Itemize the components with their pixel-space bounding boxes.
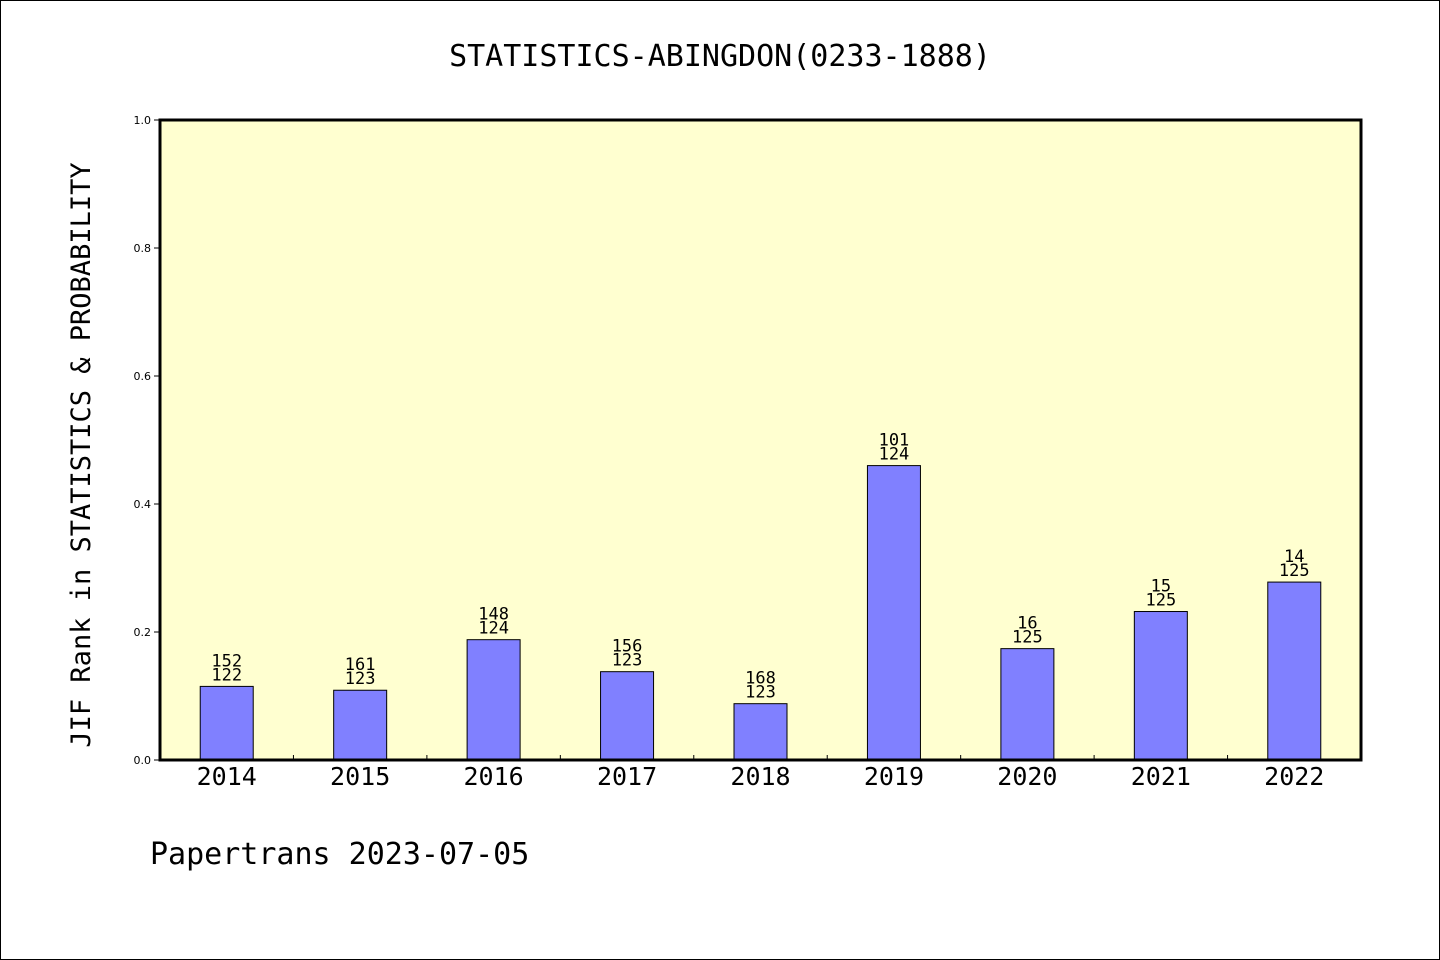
y-tick-label: 0.4 [134,498,152,511]
bar-rank-label: 152 [211,651,242,671]
bar-rank-label: 161 [345,655,376,675]
chart-title: STATISTICS-ABINGDON(0233-1888) [449,39,991,74]
y-axis-ticks: 0.0 0.2 0.4 0.6 0.8 1.0 [134,114,160,767]
bar-rank-label: 14 [1284,547,1304,567]
bars [199,465,1322,761]
footer-text: Papertrans 2023-07-05 [150,837,529,872]
bar-2015 [333,689,388,761]
bar-rank-label: 148 [478,605,509,625]
bar-2019 [866,465,921,761]
x-axis-ticks: 2014 2015 2016 2017 2018 2019 2020 2021 2022 [197,755,1324,791]
bar-labels: 1521221611231481241561231681231011241612… [211,431,1309,703]
bar-rank-label: 16 [1017,614,1037,634]
x-tick-label: 2018 [730,762,790,791]
x-tick-label: 2014 [197,762,257,791]
bar-rank-label: 101 [879,431,910,451]
x-tick-label: 2017 [597,762,657,791]
bar-2018 [733,703,788,761]
y-tick-label: 0.6 [134,370,152,383]
bar-total-label: 125 [1279,561,1310,581]
x-tick-label: 2022 [1264,762,1324,791]
y-axis-label: JIF Rank in STATISTICS & PROBABILITY [66,162,97,747]
bar-2020 [1000,648,1055,761]
bar-rank-label: 156 [612,637,643,657]
bar-rank-label: 168 [745,669,776,689]
bar-total-label: 123 [612,651,643,671]
y-tick-label: 0.8 [134,242,152,255]
x-tick-label: 2020 [997,762,1057,791]
plot-frame [158,118,1363,762]
bar-total-label: 124 [879,445,910,465]
x-tick-label: 2016 [464,762,524,791]
bar-total-label: 125 [1012,628,1043,648]
y-tick-label: 0.2 [134,626,152,639]
x-tick-label: 2019 [864,762,924,791]
bar-total-label: 122 [211,665,242,685]
bar-total-label: 124 [478,619,509,639]
bar-total-label: 123 [345,669,376,689]
bar-total-label: 125 [1145,591,1176,611]
bar-2017 [600,671,655,761]
bar-2014 [199,685,254,761]
bar-total-label: 123 [745,683,776,703]
y-tick-label: 1.0 [134,114,152,127]
bar-2016 [466,639,521,761]
bar-2022 [1267,581,1322,761]
x-tick-label: 2021 [1131,762,1191,791]
bar-rank-label: 15 [1151,577,1171,597]
x-tick-label: 2015 [330,762,390,791]
bar-2021 [1133,611,1188,761]
y-tick-label: 0.0 [134,754,152,767]
